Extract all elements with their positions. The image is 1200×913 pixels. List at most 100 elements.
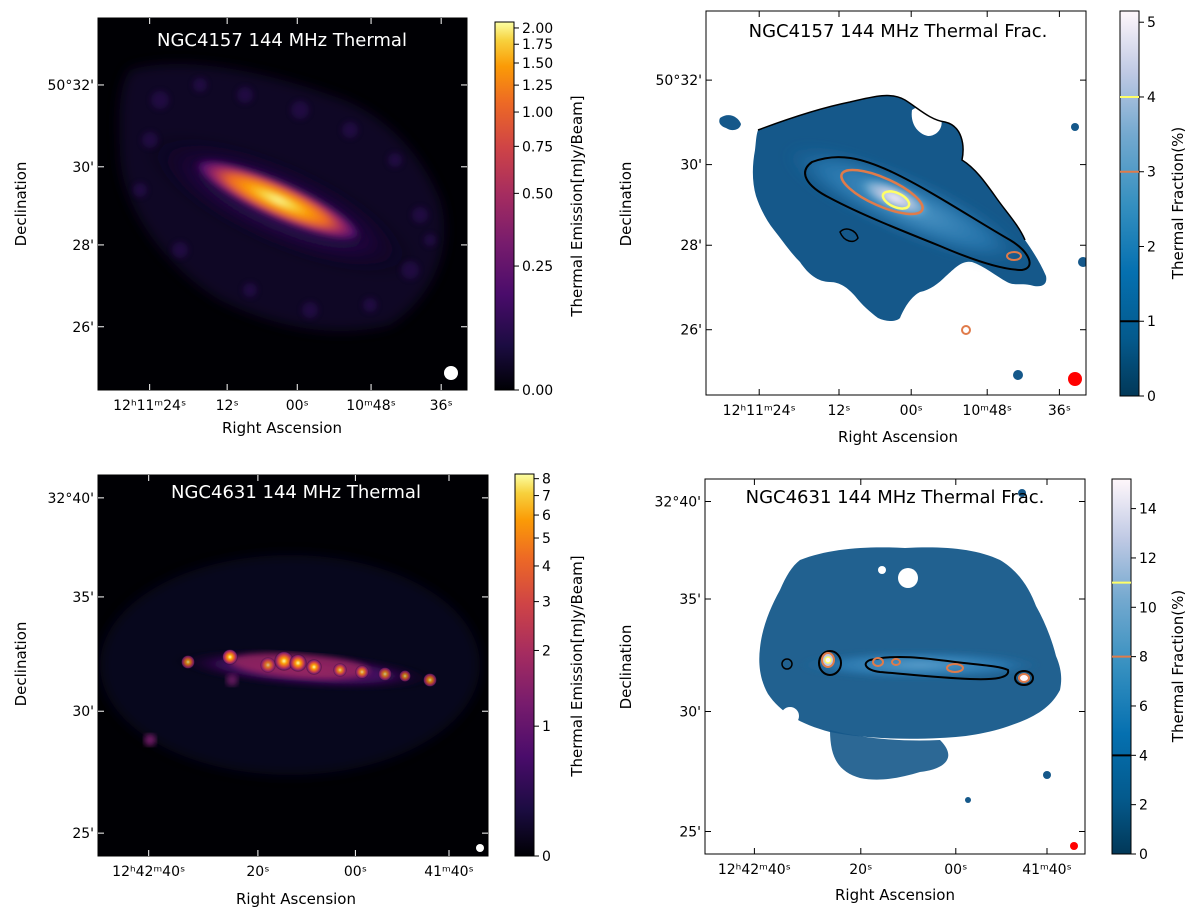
colorbar-tick-label: 14 <box>1139 502 1157 518</box>
colorbar-tick-label: 0.25 <box>522 259 553 275</box>
axes: 12ʰ42ᵐ40ˢ 20ˢ 00ˢ 41ᵐ40ˢ 32°40' 35' 30' 25' <box>48 475 488 880</box>
y-tick-label: 25' <box>72 826 94 842</box>
panel-title: NGC4157 144 MHz Thermal Frac. <box>749 21 1048 42</box>
colorbar-tick-label: 0 <box>542 849 551 865</box>
colorbar-tick-label: 6 <box>1139 699 1148 715</box>
x-axis-label: Right Ascension <box>222 419 342 437</box>
colorbar-tick-label: 1.75 <box>522 37 553 53</box>
y-axis-label: Declination <box>12 622 30 707</box>
colorbar-tick-label: 8 <box>542 472 551 488</box>
x-tick-label: 10ᵐ48ˢ <box>346 398 396 414</box>
masked-hole <box>781 707 799 725</box>
colorbar-label: Thermal Emission[mJy/Beam] <box>568 95 586 317</box>
thermal-fraction-map <box>719 94 1086 380</box>
panel-ngc4631-thermal-fraction: 12ʰ42ᵐ40ˢ 20ˢ 00ˢ 41ᵐ40ˢ 32°40' 35' 30' 25' NGC… <box>617 478 1187 904</box>
contour-level-8 <box>946 663 964 673</box>
fraction-island <box>1043 771 1051 779</box>
fraction-island <box>830 730 949 780</box>
contour-level-4 <box>864 655 1010 681</box>
x-tick-label: 12ˢ <box>216 398 239 414</box>
colorbar-tick-label: 6 <box>542 508 551 524</box>
contour-level-8 <box>891 658 901 666</box>
colorbar-tick-label: 4 <box>542 559 551 575</box>
panel-title: NGC4157 144 MHz Thermal <box>157 30 407 51</box>
fraction-island <box>965 797 971 803</box>
x-tick-label: 36ˢ <box>430 398 453 414</box>
x-tick-label: 12ʰ42ᵐ40ˢ <box>718 862 791 878</box>
contour-level-1 <box>757 94 1026 241</box>
y-tick-label: 28' <box>72 238 94 254</box>
axes: 12ʰ11ᵐ24ˢ 12ˢ 00ˢ 10ᵐ48ˢ 36ˢ 50°32' 30' 28' 26' <box>48 18 467 414</box>
x-tick-label: 00ˢ <box>286 398 309 414</box>
masked-hole <box>878 566 886 574</box>
x-tick-label: 12ʰ11ᵐ24ˢ <box>723 403 796 419</box>
y-axis-label: Declination <box>12 162 30 247</box>
panel-ngc4157-thermal: 12ʰ11ᵐ24ˢ 12ˢ 00ˢ 10ᵐ48ˢ 36ˢ50°32'30'28'26' … <box>12 17 586 437</box>
y-tick-label: 35' <box>72 590 94 606</box>
colorbar-tick-label: 0 <box>1139 847 1148 863</box>
colorbar: 0 2 4 6 8 10 12 14 Thermal Fraction(%) <box>1111 478 1187 863</box>
fraction-region <box>759 547 1062 739</box>
contour-level-3 <box>1006 251 1022 261</box>
y-tick-label: 35' <box>679 592 701 608</box>
y-tick-label: 50°32' <box>48 78 94 94</box>
colorbar-tick-label: 5 <box>542 531 551 547</box>
x-tick-label: 00ˢ <box>900 403 923 419</box>
thermal-emission-map <box>119 64 445 331</box>
colorbar-tick-label: 0.00 <box>522 383 553 399</box>
y-tick-label: 26' <box>72 320 94 336</box>
plot-frame <box>97 17 468 391</box>
x-axis-label: Right Ascension <box>838 428 958 446</box>
colorbar-tick-label: 2 <box>542 643 551 659</box>
colorbar-tick-label: 4 <box>1147 90 1156 106</box>
colorbar-gradient <box>1111 478 1132 855</box>
y-axis-label: Declination <box>617 162 635 247</box>
y-tick-label: 30' <box>679 705 701 721</box>
y-tick-label: 28' <box>680 238 702 254</box>
colorbar-tick-label: 5 <box>1147 15 1156 31</box>
colorbar: 0 1 2 3 4 5 6 78 Thermal Emission[mJy/Beam] <box>514 472 586 865</box>
contour-level-4 <box>1014 670 1034 686</box>
contour-level-4 <box>881 190 911 210</box>
x-tick-label: 10ᵐ48ˢ <box>962 403 1012 419</box>
y-tick-label: 30' <box>72 160 94 176</box>
y-tick-label: 50°32' <box>656 73 702 89</box>
beam-marker <box>1068 372 1082 386</box>
colorbar-label: Thermal Emission[mJy/Beam] <box>568 555 586 777</box>
contour-level-8 <box>1018 673 1030 683</box>
colorbar: 0.00 0.25 0.50 0.75 1.00 1.25 1.50 1.752.00 The… <box>494 21 586 399</box>
x-tick-label: 00ˢ <box>344 864 367 880</box>
fraction-island <box>1013 370 1023 380</box>
fraction-island <box>1078 257 1086 267</box>
beam-marker <box>1070 842 1078 850</box>
thermal-emission-map <box>100 555 480 775</box>
colorbar-tick-label: 0.75 <box>522 139 553 155</box>
contour-level-3 <box>961 325 971 335</box>
x-tick-label: 00ˢ <box>944 862 967 878</box>
colorbar-tick-label: 4 <box>1139 748 1148 764</box>
colorbar-tick-label: 3 <box>1147 165 1156 181</box>
y-tick-label: 32°40' <box>48 491 94 507</box>
colorbar-tick-label: 2 <box>1139 798 1148 814</box>
beam-marker <box>444 366 458 380</box>
colorbar-tick-label: 1 <box>1147 314 1156 330</box>
colorbar-tick-label: 7 <box>542 489 551 505</box>
x-tick-label: 12ʰ42ᵐ40ˢ <box>112 864 185 880</box>
y-tick-label: 26' <box>680 323 702 339</box>
y-tick-label: 32°40' <box>655 495 701 511</box>
colorbar-tick-label: 3 <box>542 595 551 611</box>
colorbar-label: Thermal Fraction(%) <box>1169 590 1187 743</box>
colorbar-tick-label: 12 <box>1139 551 1157 567</box>
x-tick-label: 36ˢ <box>1048 403 1071 419</box>
contour-level-4 <box>818 650 842 676</box>
y-tick-label: 30' <box>72 704 94 720</box>
thermal-fraction-map <box>759 489 1062 803</box>
colorbar-gradient <box>1119 10 1140 397</box>
colorbar-tick-label: 2 <box>1147 239 1156 255</box>
colorbar-gradient <box>514 473 535 857</box>
masked-hole <box>911 106 942 136</box>
axes: 12ʰ11ᵐ24ˢ 12ˢ 00ˢ 10ᵐ48ˢ 36ˢ 50°32' 30' 28' 26' <box>656 11 1086 419</box>
contour-level-11 <box>824 656 832 664</box>
colorbar: 0 1 2 3 4 5 Thermal Fraction(%) <box>1119 10 1187 405</box>
